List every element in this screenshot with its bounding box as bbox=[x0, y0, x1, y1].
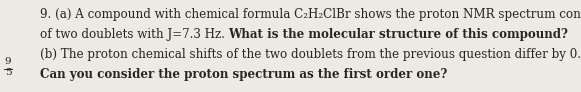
Text: 9: 9 bbox=[5, 57, 11, 66]
Text: What is the molecular structure of this compound?: What is the molecular structure of this … bbox=[228, 28, 568, 41]
Text: of two doublets with J=7.3 Hz.: of two doublets with J=7.3 Hz. bbox=[40, 28, 228, 41]
Text: 5: 5 bbox=[5, 68, 11, 77]
Text: (b) The proton chemical shifts of the two doublets from the previous question di: (b) The proton chemical shifts of the tw… bbox=[40, 48, 581, 61]
Text: Can you consider the proton spectrum as the first order one?: Can you consider the proton spectrum as … bbox=[40, 68, 447, 81]
Text: 9. (a) A compound with chemical formula C₂H₂ClBr shows the proton NMR spectrum c: 9. (a) A compound with chemical formula … bbox=[40, 8, 581, 21]
